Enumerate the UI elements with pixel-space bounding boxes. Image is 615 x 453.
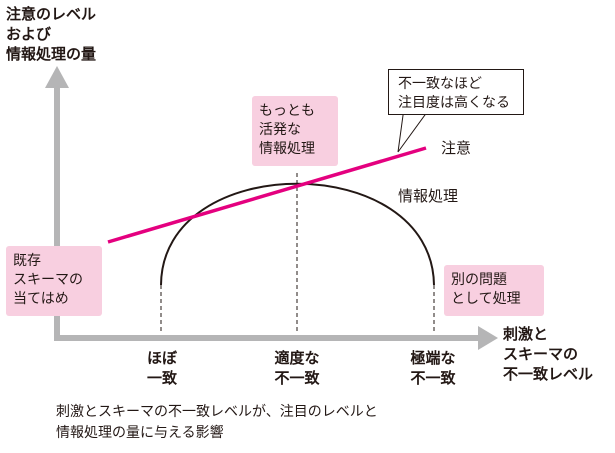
mismatch-callout: 不一致なほど 注目度は高くなる <box>388 69 524 115</box>
x-tick-near-match: ほぼ 一致 <box>146 349 177 387</box>
figure-caption: 刺激とスキーマの不一致レベルが、注目のレベルと 情報処理の量に与える影響 <box>56 404 378 441</box>
existing-schema-box: 既存 スキーマの 当てはめ <box>6 246 102 316</box>
x-tick-moderate: 適度な 不一致 <box>274 349 320 387</box>
attention-label: 注意 <box>441 139 472 157</box>
separate-problem-box: 別の問題 として処理 <box>444 265 544 316</box>
x-axis-label: 刺激と スキーマの 不一致レベル <box>503 325 594 383</box>
x-axis-arrowhead <box>478 326 498 350</box>
y-axis-arrowhead <box>45 66 69 88</box>
peak-processing-box: もっとも 活発な 情報処理 <box>252 96 338 166</box>
y-axis-label: 注意のレベル および 情報処理の量 <box>6 5 97 63</box>
processing-label: 情報処理 <box>398 187 459 205</box>
attention-line <box>107 146 427 244</box>
processing-curve <box>160 182 435 286</box>
x-tick-extreme: 極端な 不一致 <box>410 349 456 387</box>
